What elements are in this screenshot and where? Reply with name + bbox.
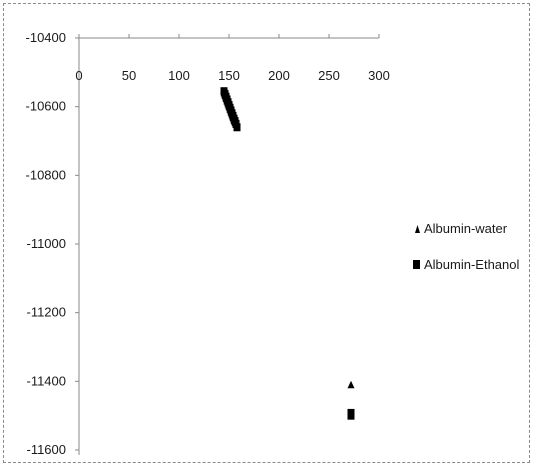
x-tick-label: 150 (218, 68, 240, 83)
y-tick-label: -10400 (26, 30, 66, 45)
x-tick-label: 50 (122, 68, 136, 83)
x-tick-label: 0 (75, 68, 82, 83)
x-tick-label: 200 (268, 68, 290, 83)
y-tick-label: -10600 (26, 99, 66, 114)
series-albumin-ethanol (220, 87, 355, 420)
legend-item-albumin-ethanol: Albumin-Ethanol (413, 257, 519, 272)
y-tick-labels: -10400 -10600 -10800 -11000 -11200 -11400 -116… (26, 30, 79, 457)
y-tick-label: -11600 (26, 442, 66, 457)
chart-frame (3, 3, 530, 463)
y-tick-label: -11200 (26, 305, 66, 320)
series-albumin-water (220, 88, 355, 389)
y-tick-label: -10800 (26, 167, 66, 182)
x-tick-label: 100 (168, 68, 190, 83)
y-tick-label: -11000 (26, 236, 66, 251)
legend-square-marker (413, 260, 420, 269)
legend-label-albumin-water: Albumin-water (424, 221, 508, 236)
legend-label-albumin-ethanol: Albumin-Ethanol (424, 257, 519, 272)
legend-triangle-marker (415, 225, 420, 233)
legend: Albumin-water Albumin-Ethanol (413, 221, 519, 272)
data-point-triangle (347, 380, 355, 389)
x-tick-labels: 0 50 100 150 200 250 300 (75, 34, 390, 83)
y-tick-label: -11400 (26, 373, 66, 388)
legend-item-albumin-water: Albumin-water (415, 221, 508, 236)
x-tick-label: 250 (318, 68, 340, 83)
data-point-square (233, 123, 241, 132)
data-point-square (347, 411, 355, 420)
x-tick-label: 300 (368, 68, 390, 83)
data-series (220, 87, 355, 420)
